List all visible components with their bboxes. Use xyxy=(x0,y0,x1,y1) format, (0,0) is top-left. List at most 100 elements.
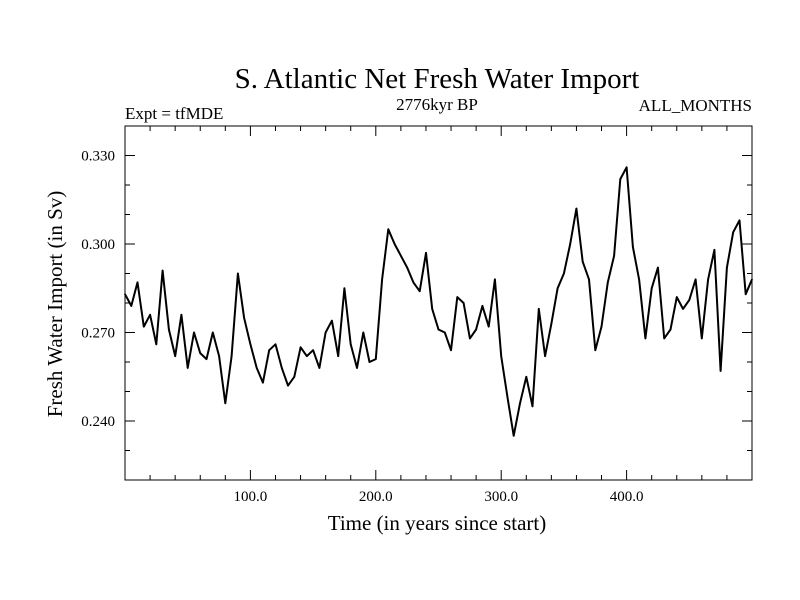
data-point xyxy=(487,325,490,328)
data-point xyxy=(694,278,697,281)
data-point xyxy=(381,278,383,281)
data-point xyxy=(556,287,559,290)
data-point xyxy=(581,260,584,263)
data-point xyxy=(519,402,521,405)
data-point xyxy=(481,305,484,307)
data-point xyxy=(569,243,571,245)
data-point xyxy=(368,361,371,363)
data-point xyxy=(588,278,590,281)
data-point xyxy=(324,331,327,334)
data-point xyxy=(205,358,208,360)
period-label: 2776kyr BP xyxy=(396,95,478,114)
data-point xyxy=(613,255,615,257)
experiment-label: Expt = tfMDE xyxy=(125,104,223,123)
data-point xyxy=(224,402,227,405)
data-point xyxy=(701,337,703,340)
data-point xyxy=(425,252,427,254)
data-point xyxy=(469,337,471,340)
data-point xyxy=(443,331,446,334)
data-point xyxy=(544,355,546,357)
data-point xyxy=(650,287,653,290)
data-point xyxy=(287,384,289,387)
data-point xyxy=(393,243,396,245)
data-point xyxy=(255,367,258,369)
data-point xyxy=(500,355,503,357)
data-point xyxy=(726,266,728,269)
data-point xyxy=(450,349,452,352)
data-point xyxy=(387,228,390,231)
data-point xyxy=(412,281,415,284)
data-point xyxy=(306,355,308,357)
data-point xyxy=(462,302,465,304)
data-point xyxy=(538,308,540,310)
y-axis-label: Fresh Water Import (in Sv) xyxy=(43,191,67,418)
data-point xyxy=(168,328,170,331)
data-point xyxy=(331,319,333,322)
data-point xyxy=(719,370,722,372)
series-line-fresh-water-import xyxy=(124,166,753,437)
data-point xyxy=(475,328,477,331)
data-point xyxy=(632,246,634,248)
data-point xyxy=(155,343,158,346)
data-point xyxy=(550,322,553,325)
data-point xyxy=(606,281,609,284)
data-point xyxy=(506,396,509,399)
data-point xyxy=(751,278,753,281)
data-point xyxy=(594,349,597,352)
x-tick-label: 300.0 xyxy=(484,489,518,505)
y-tick-label: 0.270 xyxy=(81,326,115,342)
data-point xyxy=(268,349,271,352)
data-point xyxy=(456,296,459,298)
y-tick-label: 0.330 xyxy=(81,149,115,165)
data-point xyxy=(669,328,672,331)
data-point xyxy=(249,343,252,346)
data-point xyxy=(713,249,716,251)
months-label: ALL_MONTHS xyxy=(639,96,752,115)
data-point xyxy=(230,355,233,357)
data-point xyxy=(149,314,151,316)
data-point xyxy=(688,299,691,301)
data-point xyxy=(675,296,678,298)
data-point xyxy=(563,272,565,275)
data-point xyxy=(356,367,358,369)
data-point xyxy=(362,331,365,334)
data-point xyxy=(638,278,640,281)
data-point xyxy=(644,337,647,340)
x-tick-label: 200.0 xyxy=(359,489,393,505)
data-point xyxy=(531,405,534,408)
data-point xyxy=(124,293,126,295)
data-point xyxy=(437,328,440,331)
data-point xyxy=(738,219,741,222)
data-point xyxy=(732,231,734,233)
x-tick-label: 400.0 xyxy=(610,489,644,505)
data-point xyxy=(625,166,628,169)
data-point xyxy=(218,355,220,357)
data-point xyxy=(262,381,264,384)
data-point xyxy=(600,325,603,328)
data-point xyxy=(343,287,346,290)
data-point xyxy=(143,325,145,328)
data-point xyxy=(312,349,314,352)
data-point xyxy=(293,375,296,378)
data-point xyxy=(707,278,709,281)
data-point xyxy=(186,367,189,369)
data-point xyxy=(136,281,139,284)
plot-frame xyxy=(124,125,753,481)
data-point xyxy=(243,316,245,319)
data-point xyxy=(299,346,302,349)
data-point xyxy=(619,178,622,180)
data-point xyxy=(237,272,239,275)
data-point xyxy=(318,367,321,369)
data-point xyxy=(161,269,164,272)
data-point xyxy=(494,278,496,281)
data-point xyxy=(174,355,176,357)
data-point xyxy=(657,266,659,269)
data-point xyxy=(180,314,183,316)
data-point xyxy=(193,331,195,334)
data-point xyxy=(418,290,421,293)
data-point xyxy=(130,305,133,307)
data-point xyxy=(512,434,515,437)
chart-title: S. Atlantic Net Fresh Water Import xyxy=(235,63,640,95)
data-point xyxy=(280,367,283,369)
